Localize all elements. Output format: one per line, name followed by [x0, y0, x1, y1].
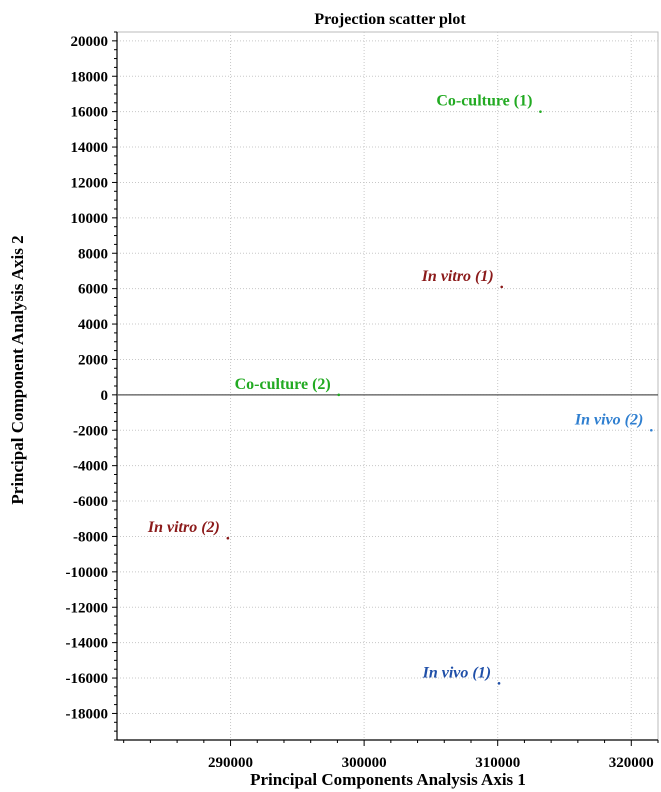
- y-tick-label: 4000: [78, 317, 108, 333]
- y-tick-label: 12000: [71, 175, 109, 191]
- y-tick-label: 18000: [71, 69, 109, 85]
- point-label: In vitro (1): [421, 268, 494, 285]
- y-tick-label: -18000: [66, 706, 109, 722]
- y-tick-label: 20000: [71, 34, 109, 50]
- x-tick-label: 290000: [208, 755, 253, 771]
- y-tick-label: 6000: [78, 282, 108, 298]
- y-tick-label: 16000: [71, 105, 109, 121]
- y-tick-label: -16000: [66, 671, 109, 687]
- y-tick-label: -4000: [73, 459, 108, 475]
- point-label: In vitro (2): [147, 519, 220, 536]
- axes: [112, 31, 659, 746]
- point-label: In vivo (2): [574, 411, 643, 428]
- y-axis-label: Principal Component Analysis Axis 2: [8, 235, 27, 504]
- y-tick-label: 8000: [78, 246, 108, 262]
- point-label: In vivo (1): [422, 664, 491, 681]
- y-tick-label: -10000: [66, 565, 109, 581]
- data-point: [500, 285, 504, 289]
- x-tick-label: 310000: [475, 755, 520, 771]
- x-tick-label: 320000: [609, 755, 654, 771]
- x-tick-label: 300000: [342, 755, 387, 771]
- plot-frame: [116, 31, 659, 741]
- y-tick-label: 14000: [71, 140, 109, 156]
- point-label: Co-culture (1): [436, 93, 532, 110]
- data-point: [226, 536, 230, 540]
- data-point: [650, 428, 653, 432]
- data-points: Co-culture (1) In vitro (1) Co-culture (2)…: [147, 93, 653, 685]
- data-point: [337, 393, 341, 397]
- y-tick-label: 0: [101, 388, 109, 404]
- y-tick-label: -8000: [73, 529, 108, 545]
- x-axis-label: Principal Components Analysis Axis 1: [250, 770, 526, 789]
- grid-lines: [116, 31, 659, 741]
- x-tick-labels: 290000 300000 310000 320000: [208, 755, 654, 771]
- chart-title: Projection scatter plot: [314, 11, 466, 28]
- y-tick-label: 10000: [71, 211, 109, 227]
- point-label: Co-culture (2): [235, 376, 331, 393]
- y-tick-label: 2000: [78, 352, 108, 368]
- y-tick-label: -2000: [73, 423, 108, 439]
- y-tick-labels: 2000018000160001400012000100008000600040…: [66, 34, 109, 723]
- data-point: [497, 682, 501, 685]
- y-tick-label: -14000: [66, 636, 109, 652]
- y-tick-label: -12000: [66, 600, 109, 616]
- data-point: [539, 110, 542, 113]
- y-tick-label: -6000: [73, 494, 108, 510]
